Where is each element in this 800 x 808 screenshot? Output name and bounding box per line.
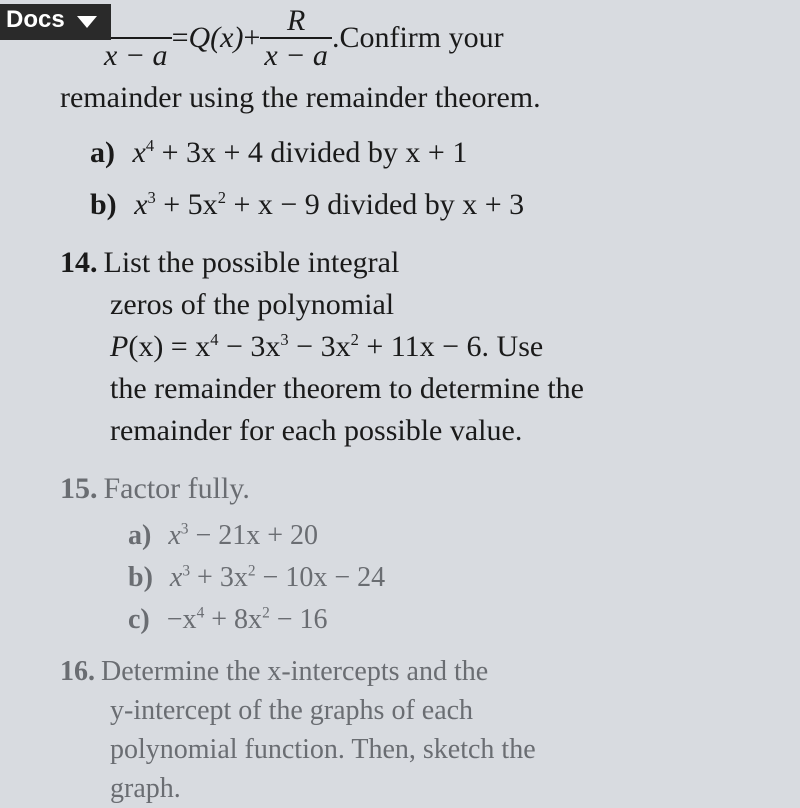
equation-header: x − a = Q(x) + R x − a . Confirm your <box>100 4 762 72</box>
equals-sign: = <box>172 21 189 55</box>
part-label: c) <box>128 604 150 635</box>
part-label: b) <box>128 562 153 593</box>
question-15: 15.Factor fully. <box>60 468 762 510</box>
q15-part-c: c) −x4 + 8x2 − 16 <box>128 604 762 636</box>
lhs-denominator: x − a <box>100 39 172 72</box>
fraction-rhs: R x − a <box>260 4 332 72</box>
q13-part-b: b) x3 + 5x2 + x − 9 divided by x + 3 <box>90 185 762 226</box>
dropdown-arrow-icon <box>77 16 97 28</box>
docs-tab[interactable]: Docs <box>0 4 111 40</box>
plus-sign: + <box>243 21 260 55</box>
rhs-denominator: x − a <box>260 39 332 72</box>
part-label: a) <box>90 136 115 169</box>
fraction-lhs: x − a <box>100 4 172 72</box>
question-number: 14. <box>60 246 98 279</box>
period: . <box>332 21 340 55</box>
q15-part-a: a) x3 − 21x + 20 <box>128 520 762 552</box>
question-14: 14.List the possible integral zeros of t… <box>60 242 762 452</box>
part-label: b) <box>90 188 117 221</box>
docs-label: Docs <box>6 6 65 34</box>
q15-part-b: b) x3 + 3x2 − 10x − 24 <box>128 562 762 594</box>
question-16: 16.Determine the x-intercepts and the y-… <box>60 652 762 808</box>
q-function: Q <box>188 21 210 55</box>
header-tail: Confirm your <box>339 21 503 55</box>
q13-part-a: a) x4 + 3x + 4 divided by x + 1 <box>90 133 762 174</box>
rhs-numerator: R <box>283 4 309 37</box>
question-number: 15. <box>60 472 98 505</box>
question-number: 16. <box>60 656 95 687</box>
page-content: x − a = Q(x) + R x − a . Confirm your re… <box>0 4 800 808</box>
part-label: a) <box>128 520 151 551</box>
header-continuation: remainder using the remainder theorem. <box>60 78 762 119</box>
